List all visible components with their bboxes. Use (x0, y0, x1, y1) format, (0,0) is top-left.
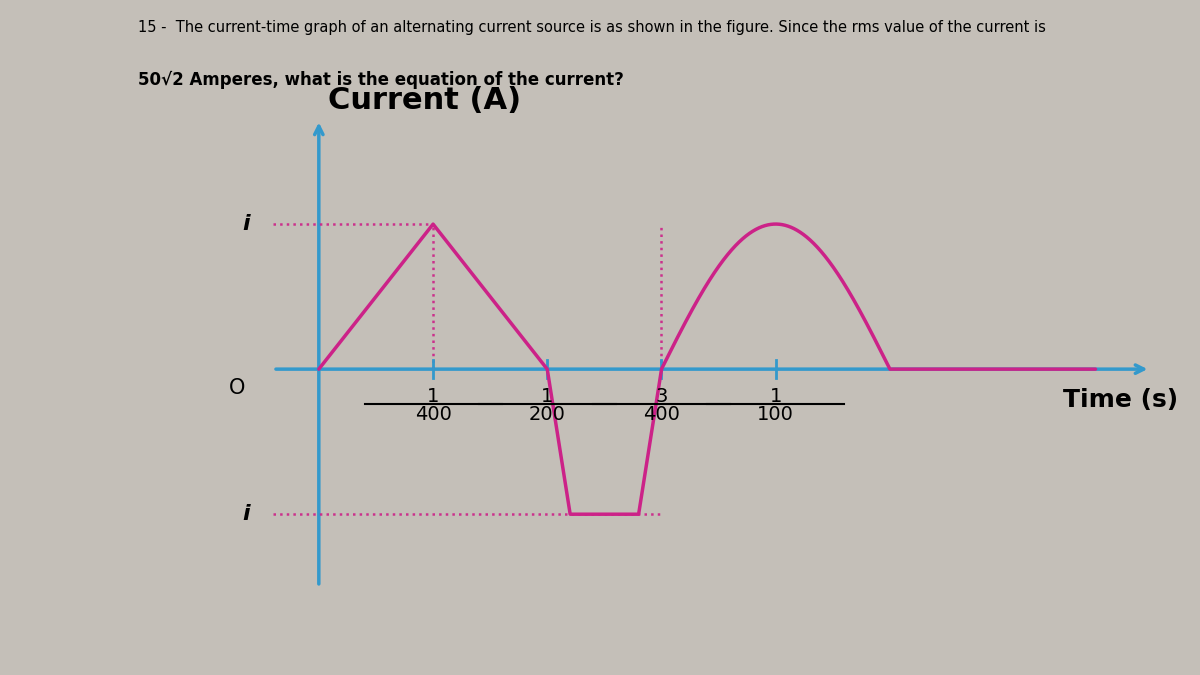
Text: Time (s): Time (s) (1062, 388, 1177, 412)
Text: 1: 1 (541, 387, 553, 406)
Text: 400: 400 (643, 406, 680, 425)
Text: 1: 1 (769, 387, 782, 406)
Text: 15 -  The current-time graph of an alternating current source is as shown in the: 15 - The current-time graph of an altern… (138, 20, 1046, 35)
Text: 100: 100 (757, 406, 794, 425)
Text: 3: 3 (655, 387, 667, 406)
Text: i: i (242, 504, 251, 524)
Text: Current (A): Current (A) (328, 86, 521, 115)
Text: 400: 400 (414, 406, 451, 425)
Text: 200: 200 (529, 406, 565, 425)
Text: 50√2 Amperes, what is the equation of the current?: 50√2 Amperes, what is the equation of th… (138, 71, 624, 89)
Text: 1: 1 (427, 387, 439, 406)
Text: O: O (229, 378, 246, 398)
Text: i: i (242, 214, 251, 234)
